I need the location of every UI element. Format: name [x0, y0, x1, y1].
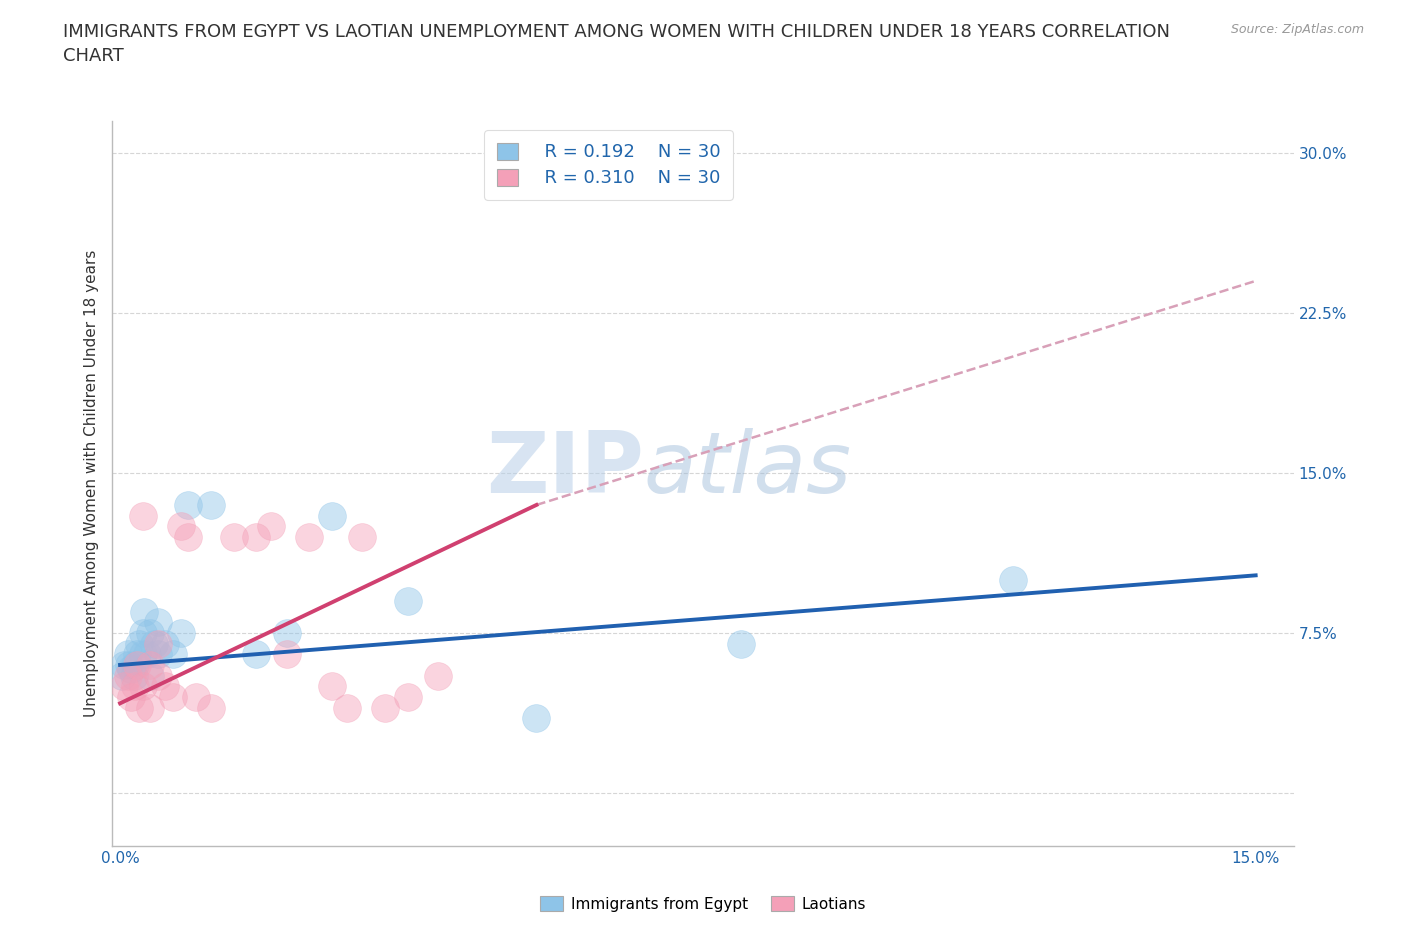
Point	[139, 626, 162, 641]
Point	[245, 529, 267, 544]
Point	[396, 593, 419, 608]
Point	[155, 636, 177, 651]
Point	[276, 647, 298, 662]
Point	[526, 711, 548, 725]
Y-axis label: Unemployment Among Women with Children Under 18 years: Unemployment Among Women with Children U…	[83, 250, 98, 717]
Point	[124, 679, 146, 694]
Point	[374, 700, 396, 715]
Point	[352, 529, 374, 544]
Point	[162, 689, 184, 704]
Legend:   R = 0.192    N = 30,   R = 0.310    N = 30: R = 0.192 N = 30, R = 0.310 N = 30	[484, 130, 733, 200]
Point	[139, 700, 162, 715]
Point	[730, 636, 752, 651]
Point	[488, 145, 510, 160]
Text: atlas: atlas	[644, 428, 852, 511]
Point	[146, 615, 169, 630]
Point	[120, 662, 142, 677]
Point	[132, 508, 155, 523]
Point	[122, 668, 145, 683]
Point	[117, 647, 139, 662]
Point	[427, 668, 450, 683]
Point	[162, 647, 184, 662]
Point	[184, 689, 207, 704]
Point	[120, 689, 142, 704]
Legend: Immigrants from Egypt, Laotians: Immigrants from Egypt, Laotians	[534, 890, 872, 918]
Point	[222, 529, 245, 544]
Text: IMMIGRANTS FROM EGYPT VS LAOTIAN UNEMPLOYMENT AMONG WOMEN WITH CHILDREN UNDER 18: IMMIGRANTS FROM EGYPT VS LAOTIAN UNEMPLO…	[63, 23, 1170, 65]
Point	[125, 658, 148, 672]
Point	[132, 679, 155, 694]
Point	[132, 626, 155, 641]
Point	[169, 519, 191, 534]
Point	[135, 647, 157, 662]
Point	[260, 519, 283, 534]
Point	[139, 668, 162, 683]
Point	[298, 529, 321, 544]
Point	[155, 679, 177, 694]
Point	[134, 604, 156, 619]
Point	[245, 647, 267, 662]
Text: ZIP: ZIP	[486, 428, 644, 511]
Point	[125, 647, 148, 662]
Point	[139, 658, 162, 672]
Point	[200, 700, 222, 715]
Point	[146, 636, 169, 651]
Point	[321, 679, 343, 694]
Point	[146, 668, 169, 683]
Point	[200, 498, 222, 512]
Point	[132, 647, 155, 662]
Point	[128, 636, 150, 651]
Point	[321, 508, 343, 523]
Point	[177, 529, 200, 544]
Point	[177, 498, 200, 512]
Point	[112, 679, 135, 694]
Point	[276, 626, 298, 641]
Text: Source: ZipAtlas.com: Source: ZipAtlas.com	[1230, 23, 1364, 36]
Point	[124, 658, 146, 672]
Point	[143, 636, 166, 651]
Point	[117, 668, 139, 683]
Point	[169, 626, 191, 641]
Point	[111, 668, 134, 683]
Point	[112, 658, 135, 672]
Point	[1002, 572, 1025, 587]
Point	[128, 700, 150, 715]
Point	[146, 647, 169, 662]
Point	[396, 689, 419, 704]
Point	[336, 700, 359, 715]
Point	[118, 658, 141, 672]
